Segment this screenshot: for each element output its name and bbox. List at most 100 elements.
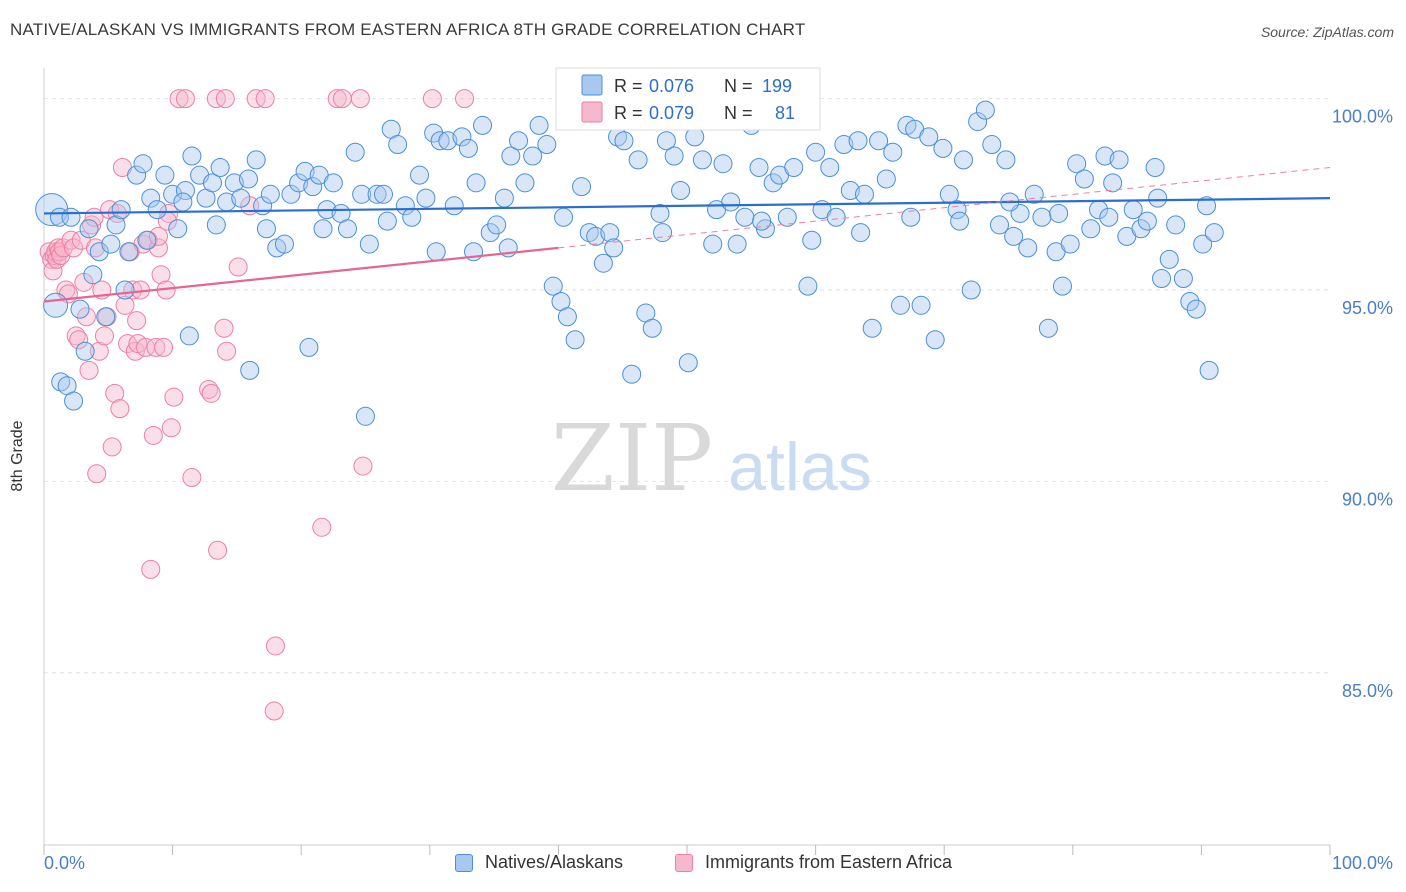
point-natives xyxy=(1199,360,1219,380)
bottom-legend-swatch-immigrants xyxy=(675,853,693,872)
point-natives xyxy=(678,353,698,373)
point-natives xyxy=(1067,154,1087,174)
point-natives xyxy=(173,192,193,212)
point-natives xyxy=(299,337,319,357)
point-natives xyxy=(883,142,903,162)
point-natives xyxy=(106,215,126,235)
point-natives xyxy=(147,200,167,220)
point-natives xyxy=(83,265,103,285)
point-natives xyxy=(509,131,529,151)
point-natives xyxy=(61,207,81,227)
legend-r-label-2: R = xyxy=(614,103,643,123)
point-natives xyxy=(982,135,1002,155)
bottom-legend-label-natives: Natives/Alaskans xyxy=(485,852,624,872)
point-natives xyxy=(685,127,705,147)
point-natives xyxy=(1038,318,1058,338)
point-natives xyxy=(950,211,970,231)
point-immigrants xyxy=(169,89,189,109)
point-natives xyxy=(1103,173,1123,193)
point-natives xyxy=(70,299,90,319)
point-natives xyxy=(426,242,446,262)
point-natives xyxy=(458,138,478,158)
point-natives xyxy=(163,184,183,204)
point-natives xyxy=(614,131,634,151)
x-tick-label: 100.0% xyxy=(1332,853,1393,873)
point-natives xyxy=(238,169,258,189)
point-immigrants xyxy=(76,307,96,327)
legend: R = 0.076 N = 199 R = 0.079 N = 81 xyxy=(555,67,821,131)
point-natives xyxy=(572,177,592,197)
point-natives xyxy=(1137,211,1157,231)
point-natives xyxy=(671,180,691,200)
point-immigrants xyxy=(350,89,370,109)
point-natives xyxy=(1193,234,1213,254)
point-immigrants xyxy=(148,238,168,258)
point-natives xyxy=(656,131,676,151)
point-natives xyxy=(359,234,379,254)
point-natives xyxy=(115,280,135,300)
point-immigrants xyxy=(175,89,195,109)
bottom-legend-label-immigrants: Immigrants from Eastern Africa xyxy=(705,852,953,872)
point-natives xyxy=(155,165,175,185)
point-natives xyxy=(1204,223,1224,243)
point-natives xyxy=(64,391,84,411)
trend-line-immigrants xyxy=(43,246,559,303)
bottom-legend-natives: Natives/Alaskans xyxy=(455,852,623,873)
bottom-legend-swatch-natives xyxy=(455,853,473,872)
point-natives xyxy=(565,330,585,350)
point-natives xyxy=(119,242,139,262)
point-natives xyxy=(96,307,116,327)
point-immigrants xyxy=(201,383,221,403)
point-immigrants xyxy=(110,399,130,419)
point-natives xyxy=(182,146,202,166)
point-natives xyxy=(274,234,294,254)
point-immigrants xyxy=(53,238,73,258)
point-natives xyxy=(826,207,846,227)
point-immigrants xyxy=(89,341,109,361)
point-immigrants xyxy=(264,701,284,721)
point-natives xyxy=(1173,269,1193,289)
point-immigrants xyxy=(161,418,181,438)
point-natives xyxy=(303,177,323,197)
point-natives xyxy=(628,150,648,170)
legend-r-value-1: 0.076 xyxy=(649,76,694,96)
point-immigrants xyxy=(102,437,122,457)
point-immigrants xyxy=(69,330,89,350)
point-natives xyxy=(523,146,543,166)
series-immigrants-points xyxy=(39,89,594,721)
point-natives xyxy=(890,295,910,315)
series-natives-points xyxy=(35,100,1224,426)
point-natives xyxy=(933,138,953,158)
point-natives xyxy=(834,135,854,155)
point-natives xyxy=(501,146,521,166)
point-natives xyxy=(1166,215,1186,235)
point-natives xyxy=(133,154,153,174)
point-natives xyxy=(735,207,755,227)
legend-swatch-immigrants xyxy=(581,101,603,123)
point-natives xyxy=(975,100,995,120)
point-natives xyxy=(721,192,741,212)
point-immigrants xyxy=(332,89,352,109)
point-natives xyxy=(554,207,574,227)
point-natives xyxy=(1109,150,1129,170)
source-credit: Source: ZipAtlas.com xyxy=(1260,24,1394,40)
point-immigrants xyxy=(422,89,442,109)
point-natives xyxy=(763,173,783,193)
trend-line-immigrants-extension xyxy=(558,167,1331,249)
point-natives xyxy=(35,193,69,227)
legend-n-label-2: N = xyxy=(724,103,753,123)
x-tick-labels: 0.0% 100.0% xyxy=(44,853,1393,873)
point-natives xyxy=(127,165,147,185)
point-immigrants xyxy=(327,89,347,109)
point-natives xyxy=(1095,146,1115,166)
point-natives xyxy=(798,276,818,296)
point-immigrants xyxy=(164,387,184,407)
point-immigrants xyxy=(87,464,107,484)
point-natives xyxy=(367,184,387,204)
point-natives xyxy=(416,188,436,208)
point-natives xyxy=(487,215,507,235)
point-natives xyxy=(586,226,606,246)
point-natives xyxy=(989,215,1009,235)
point-natives xyxy=(1004,226,1024,246)
point-natives xyxy=(901,207,921,227)
